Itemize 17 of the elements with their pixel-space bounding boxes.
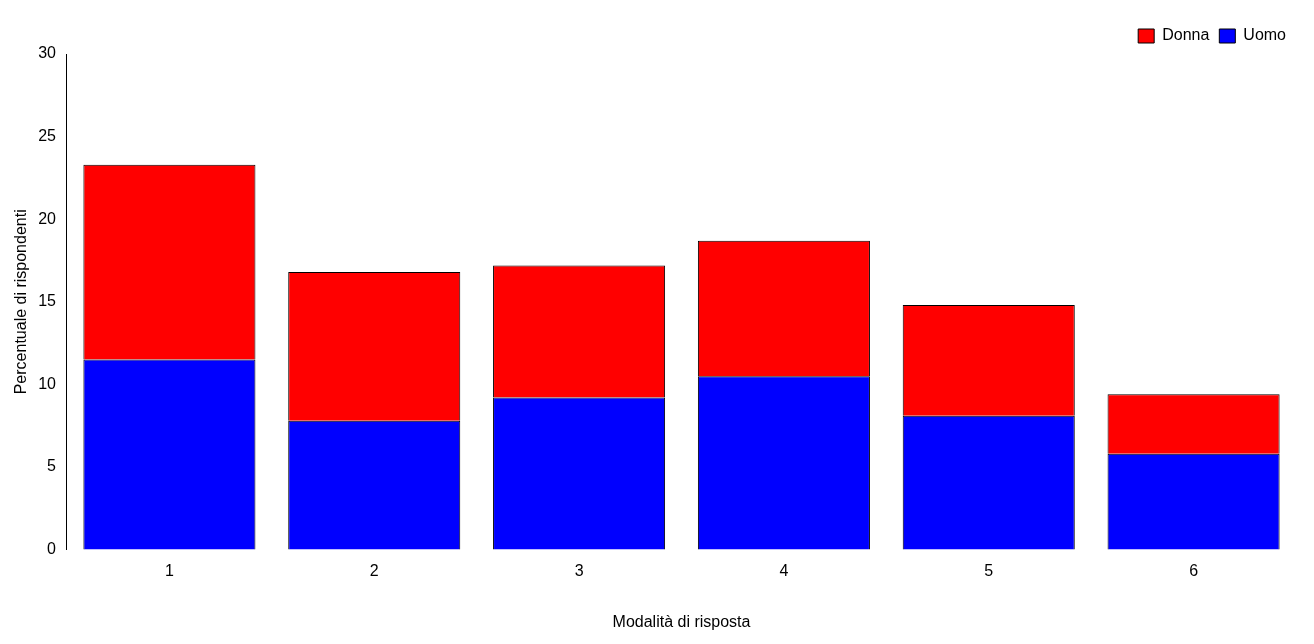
x-axis-title: Modalità di risposta xyxy=(612,612,751,630)
y-axis-title: Percentuale di rispondenti xyxy=(12,209,30,395)
x-tick-label: 1 xyxy=(164,561,174,579)
y-tick-label: 25 xyxy=(38,127,57,145)
x-tick-label: 5 xyxy=(984,561,994,579)
y-tick-label: 5 xyxy=(47,457,57,475)
y-tick-label: 30 xyxy=(38,44,57,62)
x-tick-label: 4 xyxy=(779,561,789,579)
x-tick-label: 6 xyxy=(1189,561,1199,579)
y-tick-label: 20 xyxy=(38,209,57,227)
x-tick-label: 3 xyxy=(574,561,584,579)
y-tick-label: 0 xyxy=(47,540,57,558)
legend-label: Uomo xyxy=(1243,26,1287,44)
y-tick-label: 15 xyxy=(38,292,57,310)
legend-label: Donna xyxy=(1162,26,1210,44)
x-tick-label: 2 xyxy=(369,561,379,579)
y-tick-label: 10 xyxy=(38,374,57,392)
